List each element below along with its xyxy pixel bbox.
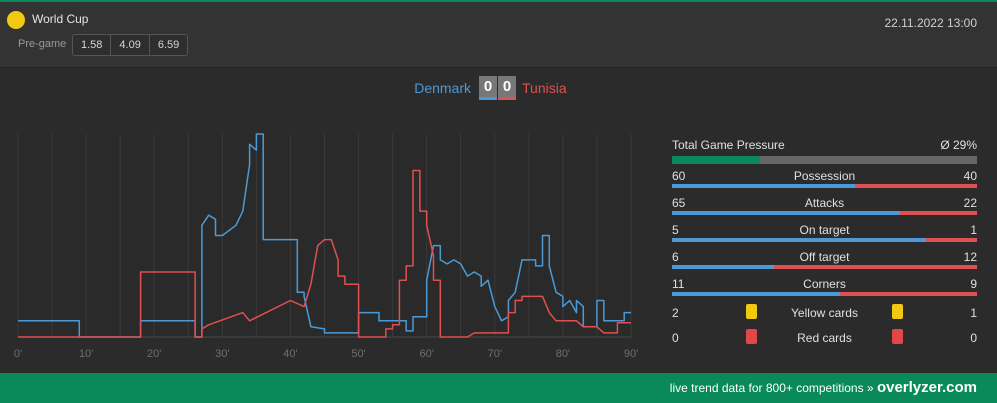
x-tick-label: 20' [147, 348, 161, 360]
odd-home[interactable]: 1.58 [73, 35, 112, 55]
x-tick-label: 80' [556, 348, 570, 360]
stat-home-value: 6 [672, 250, 679, 264]
stat-home-value: 65 [672, 196, 686, 210]
card-name: Red cards [797, 331, 852, 345]
x-tick-label: 70' [488, 348, 502, 360]
pressure-trend-chart: 0' 10' 20' 30' 40' 50' 60' 70' 80' 90' [14, 133, 638, 360]
stat-away-value: 12 [963, 250, 977, 264]
stat-bar-home-fill [672, 211, 900, 215]
x-tick-label: 60' [419, 348, 433, 360]
match-header: World Cup 22.11.2022 13:00 Pre-game 1.58… [0, 2, 997, 66]
card-home-value: 0 [672, 331, 679, 345]
stat-rows: 60 Possession 40 65 Attacks 22 5 On target 1 6 Off… [672, 167, 977, 302]
stat-row-corners: 11 Corners 9 [672, 275, 977, 302]
pressure-bar-fill [672, 156, 761, 164]
stat-bar [672, 238, 977, 242]
home-team-name: Denmark [414, 80, 471, 96]
stat-name: Off target [799, 250, 850, 264]
card-rows: 2 Yellow cards 1 0 Red cards 0 [672, 302, 977, 352]
x-tick-label: 90' [624, 348, 638, 360]
stat-away-value: 40 [963, 169, 977, 183]
top-accent-line [0, 0, 997, 2]
scoreline: Denmark 0 0 Tunisia [0, 76, 997, 100]
card-row-red: 0 Red cards 0 [672, 327, 977, 352]
competition-name[interactable]: World Cup [32, 12, 89, 26]
stat-name: Possession [793, 169, 856, 183]
stat-away-value: 1 [970, 223, 977, 237]
footer-text: live trend data for 800+ competitions » … [670, 379, 977, 396]
stat-bar-home-fill [672, 184, 855, 188]
home-score: 0 [479, 76, 497, 100]
stat-home-value: 5 [672, 223, 679, 237]
x-tick-label: 30' [215, 348, 229, 360]
stat-row-possession: 60 Possession 40 [672, 167, 977, 194]
pressure-value: Ø 29% [940, 138, 977, 152]
pressure-label: Total Game Pressure [672, 138, 785, 152]
match-datetime: 22.11.2022 13:00 [884, 16, 977, 30]
red-card-icon [892, 329, 903, 344]
red-card-icon [746, 329, 757, 344]
stat-away-value: 22 [963, 196, 977, 210]
odd-draw[interactable]: 4.09 [111, 35, 150, 55]
stat-bar [672, 292, 977, 296]
stat-bar-home-fill [672, 292, 840, 296]
pregame-odds: 1.58 4.09 6.59 [72, 34, 189, 56]
stat-bar [672, 265, 977, 269]
match-stats-panel: Total Game Pressure Ø 29% 60 Possession 40… [672, 134, 977, 352]
card-name: Yellow cards [791, 306, 858, 320]
stat-home-value: 11 [672, 277, 685, 291]
stat-row-off-target: 6 Off target 12 [672, 248, 977, 275]
series-line-tunisia [18, 169, 631, 338]
stat-home-value: 60 [672, 169, 686, 183]
total-game-pressure: Total Game Pressure Ø 29% [672, 134, 977, 156]
stat-bar-home-fill [672, 238, 927, 242]
stat-name: Corners [803, 277, 846, 291]
x-tick-label: 10' [79, 348, 93, 360]
stat-name: On target [799, 223, 850, 237]
stat-bar-home-fill [672, 265, 774, 269]
card-away-value: 0 [970, 331, 977, 345]
stat-row-on-target: 5 On target 1 [672, 221, 977, 248]
competition-icon [7, 11, 25, 29]
footer-banner[interactable]: live trend data for 800+ competitions » … [0, 373, 997, 403]
away-score: 0 [498, 76, 516, 100]
stat-away-value: 9 [970, 277, 977, 291]
pregame-label: Pre-game [18, 38, 67, 50]
away-team-name: Tunisia [522, 80, 567, 96]
series-line-denmark [18, 133, 631, 338]
stat-bar [672, 211, 977, 215]
x-tick-label: 40' [283, 348, 297, 360]
x-tick-label: 0' [14, 348, 22, 360]
footer-tagline: live trend data for 800+ competitions » [669, 381, 874, 395]
yellow-card-icon [746, 304, 757, 319]
stat-row-attacks: 65 Attacks 22 [672, 194, 977, 221]
yellow-card-icon [892, 304, 903, 319]
stat-bar [672, 184, 977, 188]
footer-brand-link[interactable]: overlyzer.com [876, 379, 977, 396]
card-row-yellow: 2 Yellow cards 1 [672, 302, 977, 327]
x-tick-label: 50' [351, 348, 365, 360]
stat-name: Attacks [804, 196, 845, 210]
card-home-value: 2 [672, 306, 679, 320]
pressure-bar [672, 156, 977, 164]
odd-away[interactable]: 6.59 [157, 39, 180, 51]
card-away-value: 1 [970, 306, 977, 320]
